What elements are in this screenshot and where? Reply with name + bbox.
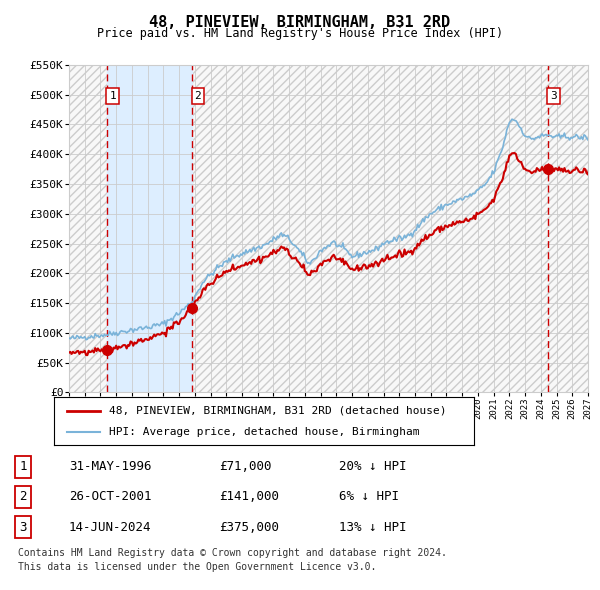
Text: 1: 1 <box>19 460 26 473</box>
Text: 6% ↓ HPI: 6% ↓ HPI <box>339 490 399 503</box>
Text: 31-MAY-1996: 31-MAY-1996 <box>69 460 151 473</box>
Text: 3: 3 <box>550 91 557 101</box>
Text: 14-JUN-2024: 14-JUN-2024 <box>69 520 151 533</box>
Text: This data is licensed under the Open Government Licence v3.0.: This data is licensed under the Open Gov… <box>18 562 376 572</box>
Text: 1: 1 <box>109 91 116 101</box>
Polygon shape <box>69 65 588 392</box>
Text: 48, PINEVIEW, BIRMINGHAM, B31 2RD: 48, PINEVIEW, BIRMINGHAM, B31 2RD <box>149 15 451 30</box>
Text: £71,000: £71,000 <box>219 460 271 473</box>
Text: £375,000: £375,000 <box>219 520 279 533</box>
Text: 48, PINEVIEW, BIRMINGHAM, B31 2RD (detached house): 48, PINEVIEW, BIRMINGHAM, B31 2RD (detac… <box>109 405 446 415</box>
Text: HPI: Average price, detached house, Birmingham: HPI: Average price, detached house, Birm… <box>109 427 419 437</box>
Text: 20% ↓ HPI: 20% ↓ HPI <box>339 460 407 473</box>
Text: Contains HM Land Registry data © Crown copyright and database right 2024.: Contains HM Land Registry data © Crown c… <box>18 548 447 558</box>
Text: 26-OCT-2001: 26-OCT-2001 <box>69 490 151 503</box>
Text: 2: 2 <box>19 490 26 503</box>
Text: £141,000: £141,000 <box>219 490 279 503</box>
Text: 2: 2 <box>194 91 201 101</box>
Text: Price paid vs. HM Land Registry's House Price Index (HPI): Price paid vs. HM Land Registry's House … <box>97 27 503 40</box>
Text: 3: 3 <box>19 520 26 533</box>
Bar <box>107 65 192 392</box>
Text: 13% ↓ HPI: 13% ↓ HPI <box>339 520 407 533</box>
